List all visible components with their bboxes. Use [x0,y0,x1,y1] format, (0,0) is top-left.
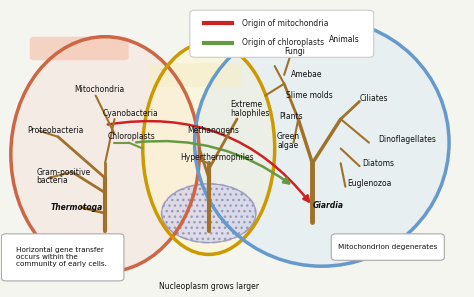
Text: Thermotoga: Thermotoga [51,203,103,212]
Text: bacteria: bacteria [36,176,68,185]
Text: Gram-positive: Gram-positive [36,168,91,176]
FancyBboxPatch shape [147,63,242,87]
Ellipse shape [162,184,256,243]
Text: Chloroplasts: Chloroplasts [108,132,155,141]
Text: Methanogens: Methanogens [188,126,239,135]
FancyBboxPatch shape [331,234,444,260]
Text: Fungi: Fungi [284,47,305,56]
Text: Euglenozoa: Euglenozoa [348,179,392,188]
Text: halophiles: halophiles [230,109,269,118]
Ellipse shape [195,19,449,266]
Text: Extreme: Extreme [230,100,262,109]
Text: Hyperthermophiles: Hyperthermophiles [181,153,254,162]
Text: Ciliates: Ciliates [359,94,388,103]
Text: Mitochondrion degenerates: Mitochondrion degenerates [338,244,438,250]
Text: Giardia: Giardia [312,201,343,210]
Text: Green: Green [277,132,300,141]
Text: algae: algae [277,141,298,150]
Ellipse shape [143,42,275,255]
Text: Cyanobacteria: Cyanobacteria [103,109,158,118]
Text: Horizontal gene transfer
occurs within the
community of early cells.: Horizontal gene transfer occurs within t… [16,247,106,267]
Text: Proteobacteria: Proteobacteria [27,126,84,135]
Text: Mitochondria: Mitochondria [74,85,125,94]
FancyBboxPatch shape [190,10,374,57]
Text: Plants: Plants [279,112,303,121]
Text: Origin of mitochondria: Origin of mitochondria [242,19,328,28]
FancyBboxPatch shape [261,10,355,37]
Text: Dinoflagellates: Dinoflagellates [378,135,436,144]
FancyBboxPatch shape [1,234,124,281]
FancyBboxPatch shape [30,37,128,60]
Text: Slime molds: Slime molds [286,91,333,100]
Text: Animals: Animals [329,35,360,44]
Text: Nucleoplasm grows larger: Nucleoplasm grows larger [159,282,259,291]
Text: Origin of chloroplasts: Origin of chloroplasts [242,38,324,47]
Ellipse shape [11,37,199,272]
Text: Amebae: Amebae [291,70,323,79]
Text: Diatoms: Diatoms [362,159,394,168]
